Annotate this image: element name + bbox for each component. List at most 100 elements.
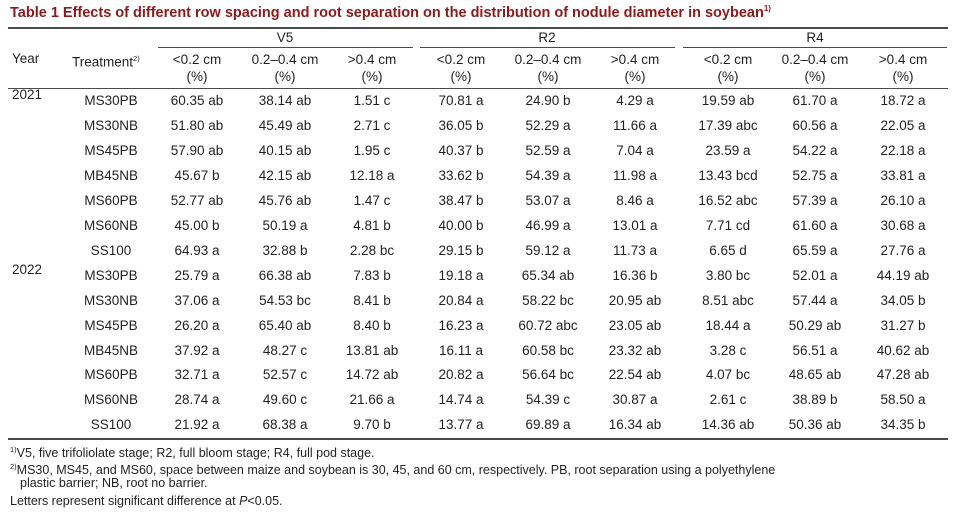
value-cell: 16.11 a	[438, 342, 484, 358]
value-cell: 58.50 a	[880, 392, 926, 408]
value-cell: 45.76 ab	[258, 192, 312, 208]
value-cell: 19.59 ab	[701, 93, 755, 108]
value-cell: 11.98 a	[612, 167, 658, 183]
value-cell: 60.56 a	[792, 117, 838, 133]
value-cell: 52.77 ab	[170, 192, 224, 208]
footnote-3-text: Letters represent significant difference…	[10, 494, 240, 508]
treatment-cell: MS60NB	[83, 217, 139, 233]
treatment-footnote-marker: 2)	[133, 54, 140, 63]
top-rule	[8, 27, 948, 29]
column-header-range: >0.4 cm	[610, 52, 660, 67]
value-cell: 9.70 b	[353, 417, 391, 433]
column-header-range: <0.2 cm	[436, 52, 486, 67]
r2-stage-rule	[420, 47, 675, 48]
value-cell: 24.90 b	[525, 93, 571, 108]
value-cell: 26.20 a	[174, 317, 220, 333]
value-cell: 40.62 ab	[876, 342, 930, 358]
value-cell: 48.27 c	[262, 342, 308, 358]
value-cell: 22.05 a	[880, 117, 926, 133]
value-cell: 1.51 c	[353, 93, 391, 108]
value-cell: 42.15 ab	[258, 167, 312, 183]
value-cell: 21.92 a	[174, 417, 220, 433]
value-cell: 52.57 c	[262, 367, 308, 383]
value-cell: 32.71 a	[174, 367, 220, 383]
column-header-unit: (%)	[274, 69, 296, 84]
column-header-unit: (%)	[624, 69, 646, 84]
value-cell: 19.18 a	[438, 267, 484, 283]
value-cell: 57.44 a	[792, 292, 838, 308]
value-cell: 50.29 ab	[788, 317, 842, 333]
title-footnote-marker: 1)	[763, 4, 771, 13]
value-cell: 13.01 a	[612, 217, 658, 233]
table-title: Table 1 Effects of different row spacing…	[10, 4, 771, 21]
value-cell: 13.43 bcd	[698, 167, 758, 183]
value-cell: 7.83 b	[353, 267, 391, 283]
value-cell: 29.15 b	[438, 242, 484, 258]
value-cell: 14.36 ab	[701, 417, 755, 433]
table-bottom-rule	[8, 438, 948, 440]
value-cell: 52.59 a	[525, 142, 571, 158]
value-cell: 52.01 a	[792, 267, 838, 283]
value-cell: 16.34 ab	[608, 417, 662, 433]
treatment-cell: MS30NB	[83, 292, 139, 308]
value-cell: 18.44 a	[705, 317, 751, 333]
value-cell: 4.81 b	[353, 217, 391, 233]
value-cell: 40.00 b	[438, 217, 484, 233]
value-cell: 13.77 a	[438, 417, 484, 433]
value-cell: 59.12 a	[525, 242, 571, 258]
value-cell: 65.59 a	[792, 242, 838, 258]
v5-stage-rule	[158, 47, 413, 48]
value-cell: 18.72 a	[880, 93, 926, 108]
value-cell: 3.80 bc	[705, 267, 751, 283]
treatment-cell: MS60PB	[84, 192, 138, 208]
treatment-cell: MS60PB	[84, 367, 138, 383]
value-cell: 8.41 b	[353, 292, 391, 308]
treatment-cell: MB45NB	[83, 342, 139, 358]
value-cell: 51.80 ab	[170, 117, 224, 133]
footnote-1: 1)V5, five trifoliolate stage; R2, full …	[10, 442, 375, 461]
column-header-r4-1: <0.2 cm (%)	[704, 51, 752, 85]
footnote-3: Letters represent significant difference…	[10, 494, 283, 509]
column-header-v5-3: >0.4 cm (%)	[348, 51, 396, 85]
stage-header-v5: V5	[276, 30, 294, 45]
value-cell: 61.70 a	[792, 93, 838, 108]
footnote-3-threshold: <0.05.	[247, 494, 283, 508]
value-cell: 34.05 b	[880, 292, 926, 308]
column-header-range: <0.2 cm	[703, 52, 753, 67]
value-cell: 47.28 ab	[876, 367, 930, 383]
value-cell: 6.65 d	[709, 242, 747, 258]
value-cell: 64.93 a	[174, 242, 220, 258]
column-header-range: 0.2–0.4 cm	[514, 52, 582, 67]
value-cell: 20.84 a	[438, 292, 484, 308]
value-cell: 45.67 b	[174, 167, 220, 183]
value-cell: 14.74 a	[438, 392, 484, 408]
column-header-range: >0.4 cm	[878, 52, 928, 67]
value-cell: 45.49 ab	[258, 117, 312, 133]
column-header-range: 0.2–0.4 cm	[251, 52, 319, 67]
treatment-header-text: Treatment	[72, 54, 134, 70]
value-cell: 33.81 a	[880, 167, 926, 183]
value-cell: 65.34 ab	[521, 267, 575, 283]
value-cell: 54.22 a	[792, 142, 838, 158]
column-header-r2-2: 0.2–0.4 cm (%)	[515, 51, 582, 85]
value-cell: 8.51 abc	[702, 292, 754, 308]
value-cell: 56.51 a	[792, 342, 838, 358]
value-cell: 23.32 ab	[608, 342, 662, 358]
value-cell: 57.90 ab	[170, 142, 224, 158]
year-cell: 2021	[12, 87, 43, 102]
value-cell: 60.35 ab	[170, 93, 224, 108]
value-cell: 38.89 b	[792, 392, 838, 408]
column-header-r2-3: >0.4 cm (%)	[611, 51, 659, 85]
column-header-v5-1: <0.2 cm (%)	[173, 51, 221, 85]
header-bottom-rule	[8, 88, 948, 89]
footnote-1-marker: 1)	[10, 445, 17, 454]
value-cell: 69.89 a	[525, 417, 571, 433]
footnote-3-p: P	[239, 494, 248, 508]
column-header-r4-3: >0.4 cm (%)	[879, 51, 927, 85]
value-cell: 28.74 a	[174, 392, 220, 408]
column-header-v5-2: 0.2–0.4 cm (%)	[252, 51, 319, 85]
stage-header-r4: R4	[806, 30, 824, 45]
column-header-unit: (%)	[717, 69, 739, 84]
value-cell: 8.46 a	[616, 192, 654, 208]
value-cell: 54.39 c	[525, 392, 571, 408]
